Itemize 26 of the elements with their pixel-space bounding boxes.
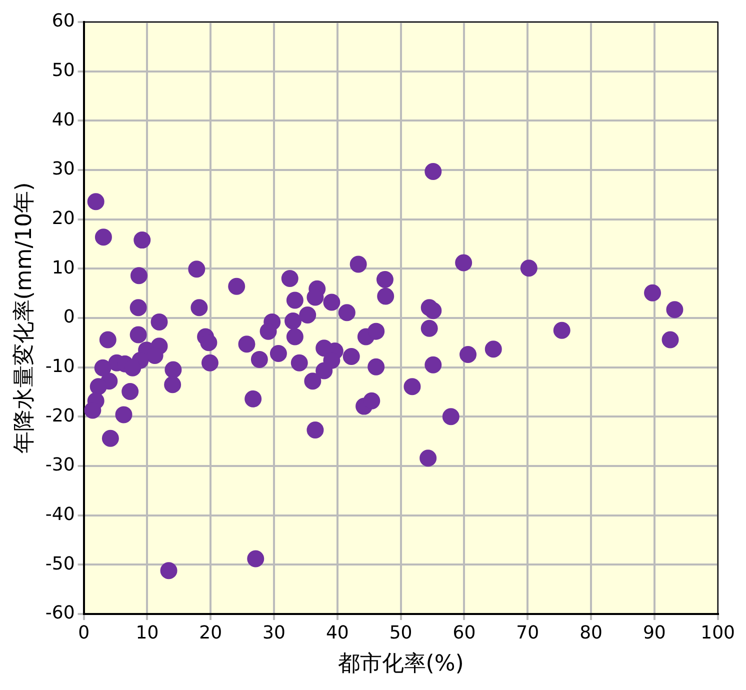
y-tick-label: -60 bbox=[45, 602, 75, 624]
x-tick-label: 70 bbox=[516, 622, 540, 644]
x-tick-label: 30 bbox=[262, 622, 286, 644]
y-tick-label: 10 bbox=[52, 257, 75, 278]
y-tick-label: 50 bbox=[52, 60, 75, 82]
x-tick-label: 50 bbox=[389, 622, 412, 644]
y-tick-label: 0 bbox=[63, 306, 75, 328]
y-tick-label: -10 bbox=[45, 356, 75, 378]
x-tick-label: 100 bbox=[700, 622, 735, 644]
x-tick-label: 20 bbox=[199, 622, 222, 644]
x-tick-label: 60 bbox=[452, 622, 476, 644]
y-tick-label: 40 bbox=[52, 109, 75, 130]
y-axis-title: 年降水量変化率(mm/10年) bbox=[12, 182, 37, 454]
y-tick-label: -40 bbox=[45, 504, 75, 526]
y-tick-label: 30 bbox=[52, 158, 75, 180]
x-tick-label: 0 bbox=[78, 622, 90, 644]
x-axis-title: 都市化率(%) bbox=[338, 652, 464, 677]
x-tick-label: 10 bbox=[136, 622, 159, 644]
x-tick-label: 90 bbox=[642, 622, 666, 644]
y-tick-label: -20 bbox=[45, 405, 75, 426]
x-tick-label: 40 bbox=[326, 622, 349, 644]
y-tick-label: 60 bbox=[52, 10, 75, 32]
y-tick-label: -30 bbox=[45, 454, 75, 476]
x-tick-label: 80 bbox=[580, 622, 602, 644]
y-tick-label: -50 bbox=[45, 553, 75, 574]
y-tick-label: 20 bbox=[52, 208, 75, 230]
